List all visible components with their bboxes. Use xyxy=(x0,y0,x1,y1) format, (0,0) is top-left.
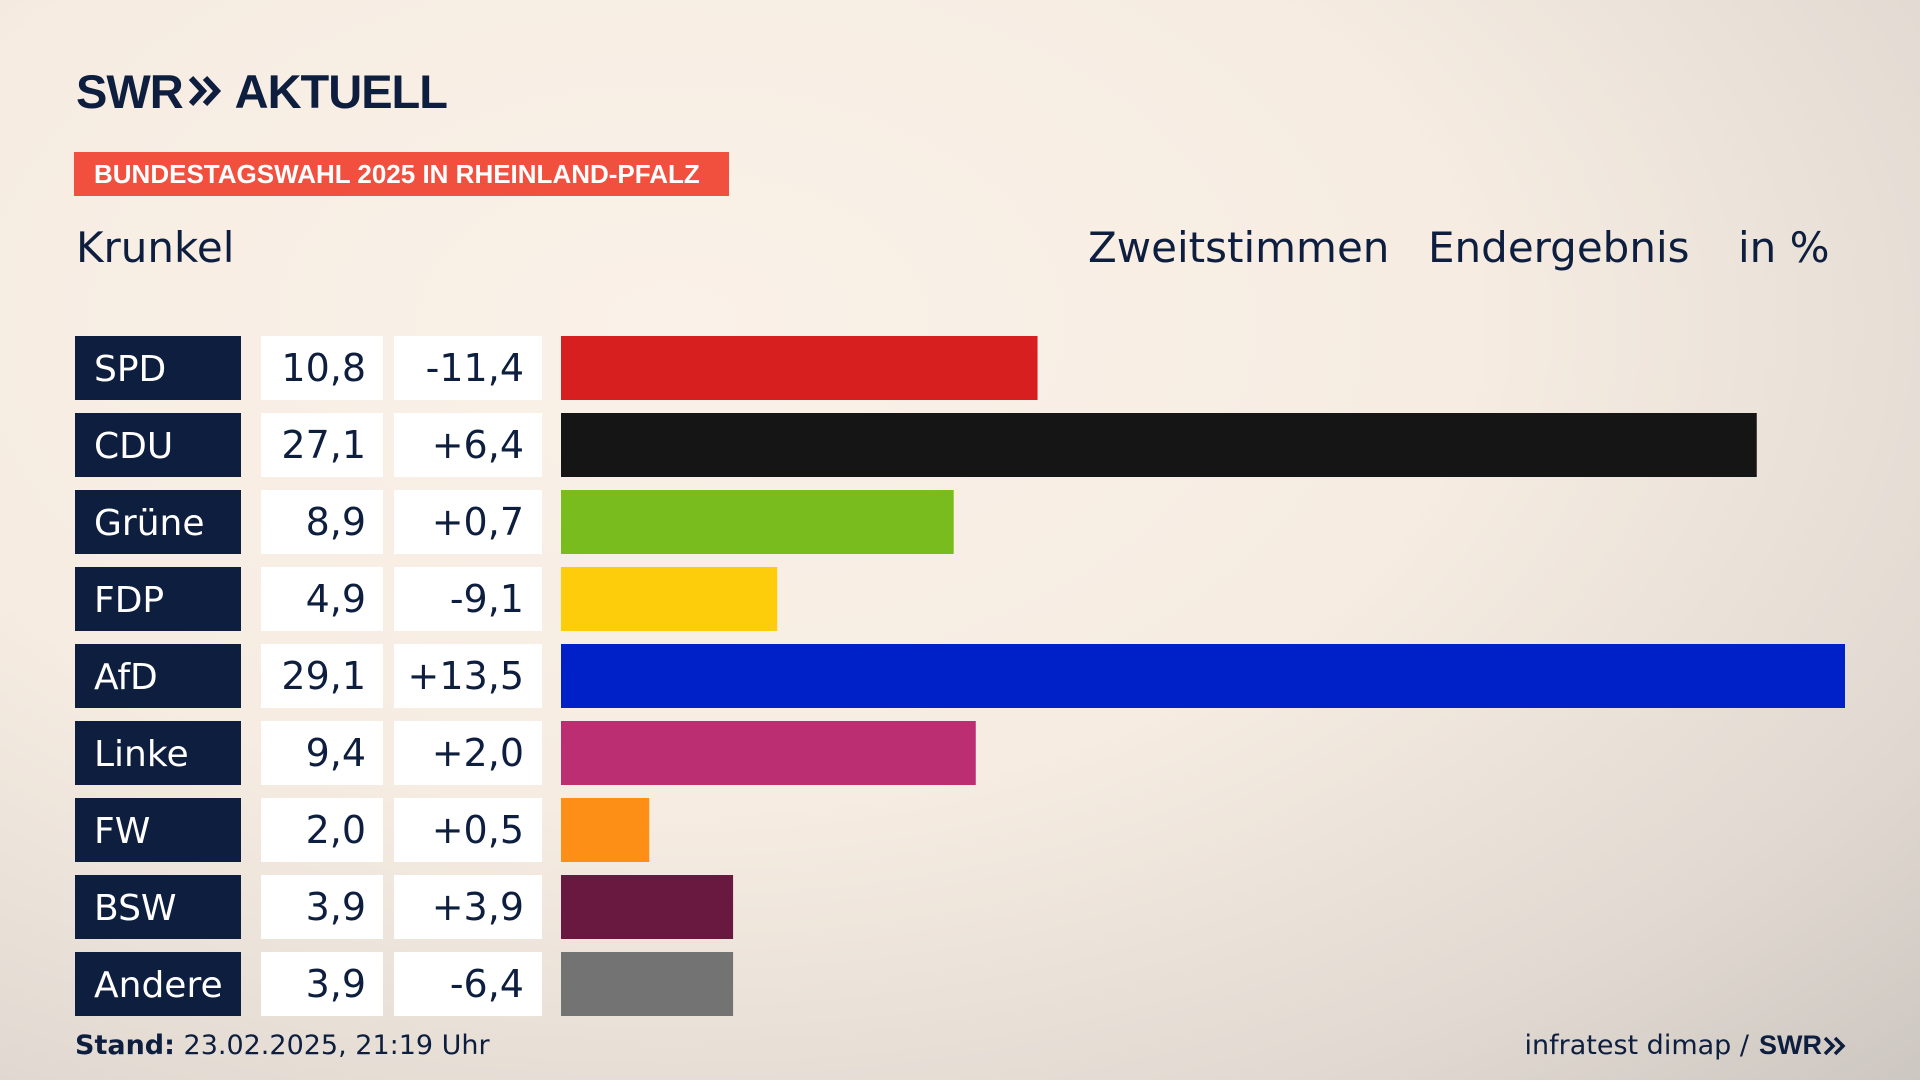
change-box-linke xyxy=(394,721,542,785)
bar-fdp xyxy=(561,567,778,631)
party-label-fdp: FDP xyxy=(94,580,164,621)
party-label-box-cdu xyxy=(75,413,241,477)
source-text: infratest dimap / xyxy=(1524,1030,1749,1061)
party-label-afd: AfD xyxy=(94,657,158,698)
party-label-box-fdp xyxy=(75,567,241,631)
value-box-bsw xyxy=(261,875,383,939)
bar-cdu xyxy=(561,413,1757,477)
party-label-box-linke xyxy=(75,721,241,785)
swr-logo-text: SWR xyxy=(76,64,184,118)
swr-small-logo: SWR xyxy=(1759,1030,1846,1061)
change-box-bsw xyxy=(394,875,542,939)
election-banner: BUNDESTAGSWAHL 2025 IN RHEINLAND-PFALZ xyxy=(74,152,729,196)
swr-small-logo-text: SWR xyxy=(1759,1030,1822,1060)
change-label-andere: -6,4 xyxy=(450,962,524,1006)
value-label-linke: 9,4 xyxy=(306,731,366,775)
result-type-label: Endergebnis xyxy=(1428,223,1690,272)
small-chevrons-icon xyxy=(1824,1036,1846,1055)
value-box-cdu xyxy=(261,413,383,477)
value-box-linke xyxy=(261,721,383,785)
bar-fw xyxy=(561,798,650,862)
change-label-fw: +0,5 xyxy=(432,808,524,852)
change-label-fdp: -9,1 xyxy=(450,577,524,621)
aktuell-logo-text: AKTUELL xyxy=(234,64,448,118)
bar-linke xyxy=(561,721,976,785)
stand-value: 23.02.2025, 21:19 Uhr xyxy=(183,1030,490,1061)
change-label-afd: +13,5 xyxy=(408,654,524,698)
value-box-fw xyxy=(261,798,383,862)
value-label-fw: 2,0 xyxy=(306,808,366,852)
source-credit: infratest dimap / SWR xyxy=(1524,1030,1846,1061)
party-label-box-afd xyxy=(75,644,241,708)
value-box-andere xyxy=(261,952,383,1016)
change-box-afd xyxy=(394,644,542,708)
vote-type-label: Zweitstimmen xyxy=(1088,223,1390,272)
party-label-box-bsw xyxy=(75,875,241,939)
value-box-afd xyxy=(261,644,383,708)
place-name: Krunkel xyxy=(76,223,235,272)
party-label-fw: FW xyxy=(94,811,150,852)
party-label-bsw: BSW xyxy=(94,888,177,929)
change-label-bsw: +3,9 xyxy=(432,885,524,929)
party-label-box-gr-ne xyxy=(75,490,241,554)
chevrons-icon xyxy=(188,74,223,108)
party-label-box-spd xyxy=(75,336,241,400)
value-label-spd: 10,8 xyxy=(281,346,366,390)
value-label-bsw: 3,9 xyxy=(306,885,366,929)
party-label-box-andere xyxy=(75,952,241,1016)
bar-bsw xyxy=(561,875,734,939)
party-label-gr-ne: Grüne xyxy=(94,503,204,544)
value-label-gr-ne: 8,9 xyxy=(306,500,366,544)
stand-label: Stand: xyxy=(75,1030,175,1061)
party-label-cdu: CDU xyxy=(94,426,173,467)
timestamp: Stand: 23.02.2025, 21:19 Uhr xyxy=(75,1030,490,1061)
change-box-gr-ne xyxy=(394,490,542,554)
value-box-fdp xyxy=(261,567,383,631)
party-label-andere: Andere xyxy=(94,965,223,1006)
change-label-cdu: +6,4 xyxy=(432,423,524,467)
value-box-gr-ne xyxy=(261,490,383,554)
change-box-fw xyxy=(394,798,542,862)
bar-andere xyxy=(561,952,734,1016)
party-label-box-fw xyxy=(75,798,241,862)
party-label-linke: Linke xyxy=(94,734,189,775)
change-box-andere xyxy=(394,952,542,1016)
value-label-andere: 3,9 xyxy=(306,962,366,1006)
change-label-gr-ne: +0,7 xyxy=(432,500,524,544)
change-box-spd xyxy=(394,336,542,400)
change-label-linke: +2,0 xyxy=(432,731,524,775)
change-box-fdp xyxy=(394,567,542,631)
change-label-spd: -11,4 xyxy=(426,346,524,390)
swr-aktuell-logo: SWR AKTUELL xyxy=(76,64,448,118)
bar-spd xyxy=(561,336,1038,400)
bar-gr-ne xyxy=(561,490,954,554)
value-label-afd: 29,1 xyxy=(281,654,366,698)
party-label-spd: SPD xyxy=(94,349,166,390)
value-label-fdp: 4,9 xyxy=(306,577,366,621)
value-label-cdu: 27,1 xyxy=(281,423,366,467)
bar-afd xyxy=(561,644,1845,708)
unit-label: in % xyxy=(1738,223,1830,272)
change-box-cdu xyxy=(394,413,542,477)
value-box-spd xyxy=(261,336,383,400)
